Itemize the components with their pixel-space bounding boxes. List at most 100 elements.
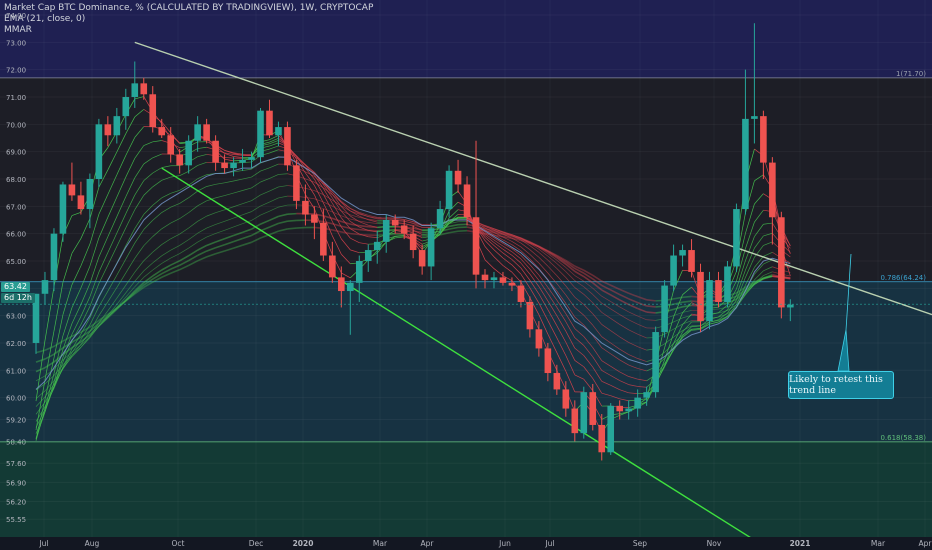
candle-body[interactable]	[400, 225, 408, 234]
candle-body[interactable]	[526, 301, 534, 330]
candle-body[interactable]	[221, 162, 228, 169]
candle-body[interactable]	[598, 424, 606, 453]
candle-body[interactable]	[266, 110, 273, 136]
candle-body[interactable]	[490, 277, 498, 281]
candle-body[interactable]	[293, 165, 300, 201]
candle-body[interactable]	[634, 397, 641, 409]
candle-body[interactable]	[553, 373, 561, 390]
candle-body[interactable]	[661, 285, 668, 333]
symbol-title[interactable]: Market Cap BTC Dominance, % (CALCULATED …	[4, 3, 374, 13]
candle-body[interactable]	[427, 228, 435, 267]
candle-body[interactable]	[122, 97, 130, 117]
candle-body[interactable]	[50, 233, 58, 281]
candle-body[interactable]	[454, 170, 462, 185]
candle-body[interactable]	[616, 405, 623, 412]
candle-body[interactable]	[68, 184, 76, 196]
candle-body[interactable]	[481, 274, 489, 281]
candle-body[interactable]	[311, 214, 318, 223]
candle-body[interactable]	[499, 277, 507, 283]
candle-body[interactable]	[787, 304, 794, 308]
candle-body[interactable]	[113, 116, 121, 136]
candle-body[interactable]	[302, 200, 309, 215]
candle-body[interactable]	[571, 408, 579, 434]
candle-body[interactable]	[778, 217, 785, 308]
candle-body[interactable]	[463, 184, 471, 218]
candle-body[interactable]	[580, 392, 588, 434]
candle-body[interactable]	[329, 255, 336, 278]
mmar-ribbon-segment	[574, 328, 585, 337]
chart-legend: Market Cap BTC Dominance, % (CALCULATED …	[4, 3, 373, 36]
candle-body[interactable]	[652, 332, 659, 393]
candle-body[interactable]	[284, 127, 291, 166]
descending-resistance-line[interactable]	[134, 41, 932, 316]
candle-body[interactable]	[86, 179, 94, 210]
mmar-ribbon-segment	[610, 318, 620, 325]
mmar-ribbon-segment	[502, 252, 513, 260]
candle-body[interactable]	[409, 233, 417, 251]
candle-body[interactable]	[59, 184, 67, 234]
candle-body[interactable]	[104, 124, 112, 136]
candle-body[interactable]	[697, 271, 704, 322]
candle-body[interactable]	[742, 118, 749, 210]
candle-body[interactable]	[257, 110, 264, 158]
candle-body[interactable]	[275, 127, 282, 136]
candle-body[interactable]	[239, 159, 246, 163]
candle-body[interactable]	[625, 408, 632, 412]
candle-body[interactable]	[373, 241, 381, 251]
candle-body[interactable]	[203, 124, 210, 141]
candle-body[interactable]	[391, 219, 399, 226]
trendline-annotation[interactable]: Likely to retest this trend line	[788, 371, 894, 399]
candle-body[interactable]	[212, 140, 219, 163]
candle-body[interactable]	[320, 222, 327, 256]
candle-body[interactable]	[364, 250, 372, 261]
candle-body[interactable]	[131, 83, 139, 98]
candle-body[interactable]	[643, 392, 650, 398]
candle-body[interactable]	[751, 116, 758, 119]
descending-support-line[interactable]	[161, 167, 782, 550]
candle-body[interactable]	[167, 135, 174, 155]
candle-body[interactable]	[338, 277, 345, 292]
candle-body[interactable]	[517, 285, 525, 302]
mmar-indicator-label[interactable]: MMAR	[4, 25, 32, 35]
candle-body[interactable]	[535, 329, 543, 349]
candle-body[interactable]	[715, 280, 722, 302]
candle-body[interactable]	[158, 127, 166, 136]
candle-body[interactable]	[41, 280, 49, 294]
candle-body[interactable]	[688, 250, 695, 272]
mmar-ribbon-segment	[350, 210, 360, 215]
candle-body[interactable]	[418, 250, 426, 267]
candle-body[interactable]	[472, 217, 480, 275]
candle-body[interactable]	[230, 162, 237, 169]
mmar-ribbon-segment	[143, 269, 153, 278]
candle-body[interactable]	[32, 293, 40, 343]
candle-body[interactable]	[769, 162, 776, 218]
candle-body[interactable]	[436, 209, 444, 229]
candle-body[interactable]	[347, 282, 354, 292]
candle-body[interactable]	[607, 405, 615, 453]
candle-body[interactable]	[355, 260, 363, 283]
candle-body[interactable]	[77, 195, 85, 210]
candle-body[interactable]	[194, 124, 201, 141]
candle-body[interactable]	[176, 154, 183, 166]
candle-body[interactable]	[562, 389, 570, 409]
candle-body[interactable]	[733, 209, 740, 267]
candle-body[interactable]	[140, 83, 148, 95]
candle-body[interactable]	[508, 282, 516, 286]
candle-body[interactable]	[706, 280, 713, 322]
candle-body[interactable]	[670, 255, 677, 286]
candle-body[interactable]	[445, 170, 453, 210]
ema-indicator-label[interactable]: EMA (21, close, 0)	[4, 14, 86, 24]
candle-body[interactable]	[149, 94, 157, 128]
candle-body[interactable]	[760, 116, 767, 163]
candle-body[interactable]	[724, 266, 731, 302]
candle-body[interactable]	[589, 392, 597, 425]
candle-body[interactable]	[382, 219, 390, 242]
candle-body[interactable]	[185, 140, 192, 166]
candle-body[interactable]	[544, 348, 552, 374]
candle-body[interactable]	[248, 157, 255, 160]
candle-body[interactable]	[679, 250, 686, 256]
candle-body[interactable]	[95, 124, 103, 179]
mmar-ribbon-segment	[484, 240, 495, 250]
